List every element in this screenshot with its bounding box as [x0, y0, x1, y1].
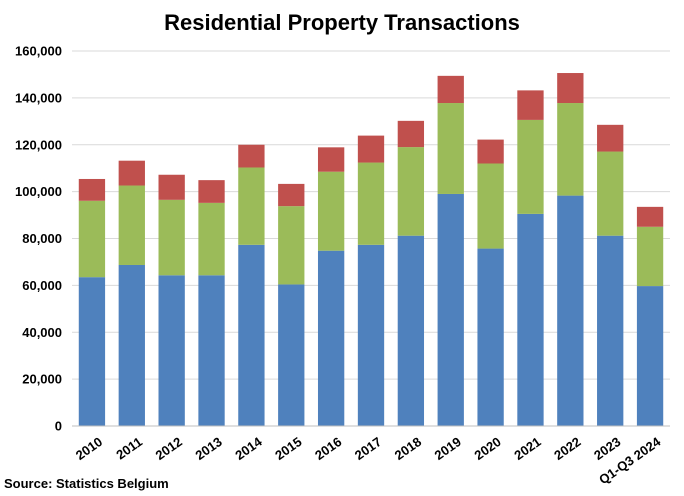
bar-segment-1 — [437, 193, 464, 426]
bar-segment-2 — [357, 162, 385, 245]
bar-segment-1 — [477, 248, 504, 426]
bar-segment-2 — [517, 119, 544, 214]
bar-segment-2 — [557, 103, 584, 196]
bar-segment-3 — [437, 75, 464, 104]
y-tick-label: 100,000 — [15, 184, 62, 199]
bar-segment-1 — [238, 244, 265, 426]
y-tick-label: 140,000 — [15, 90, 62, 105]
bar-segment-3 — [198, 180, 225, 203]
bar-segment-1 — [158, 275, 185, 426]
bar-segment-2 — [597, 151, 624, 236]
bar-stack — [357, 135, 385, 426]
y-tick-label: 80,000 — [22, 231, 62, 246]
bar-segment-3 — [636, 206, 664, 227]
bar-segment-2 — [437, 103, 464, 194]
bar-segment-2 — [278, 206, 305, 285]
bar-stack — [238, 144, 265, 426]
bar-segment-2 — [158, 199, 185, 276]
y-tick-label: 20,000 — [22, 372, 62, 387]
bar-segment-1 — [357, 244, 385, 426]
bar-segment-3 — [317, 147, 345, 172]
bar-stack — [397, 120, 425, 426]
bar-stack — [317, 147, 345, 426]
bar-stack — [597, 124, 624, 426]
y-tick-label: 120,000 — [15, 137, 62, 152]
x-tick-label: 2021 — [511, 434, 543, 463]
bar-segment-2 — [198, 202, 225, 276]
x-tick-label: 2014 — [232, 434, 265, 463]
bar-stack — [517, 90, 544, 426]
bar-segment-3 — [397, 120, 425, 148]
bar-segment-3 — [238, 144, 265, 168]
bar-stack — [158, 174, 185, 426]
x-tick-label: 2011 — [113, 434, 145, 462]
bar-stack — [118, 160, 145, 426]
bar-segment-1 — [78, 277, 106, 426]
x-tick-label: 2013 — [192, 434, 224, 463]
bar-stack — [78, 178, 106, 426]
bar-stack — [557, 73, 584, 426]
chart-title: Residential Property Transactions — [164, 10, 520, 35]
bar-stack — [636, 206, 664, 426]
bar-segment-2 — [397, 147, 425, 236]
x-tick-label: 2012 — [153, 434, 185, 463]
y-tick-label: 160,000 — [15, 44, 62, 59]
bar-segment-1 — [118, 264, 145, 426]
bar-segment-2 — [636, 226, 664, 287]
x-tick-label: 2016 — [312, 434, 344, 463]
x-tick-label: 2022 — [551, 434, 583, 463]
bar-segment-1 — [397, 235, 425, 426]
x-tick-label: 2010 — [73, 434, 105, 463]
bar-segment-3 — [357, 135, 385, 163]
y-tick-label: 0 — [55, 419, 62, 434]
y-tick-label: 40,000 — [22, 325, 62, 340]
bar-segment-1 — [198, 275, 225, 426]
bar-segment-2 — [317, 171, 345, 251]
x-tick-label: 2020 — [472, 434, 504, 463]
bar-segment-3 — [517, 90, 544, 120]
bar-segment-2 — [477, 163, 504, 249]
bar-segment-3 — [477, 139, 504, 164]
y-tick-label: 60,000 — [22, 278, 62, 293]
bar-segment-1 — [636, 286, 664, 426]
bar-segment-1 — [557, 195, 584, 426]
bar-segment-1 — [317, 250, 345, 426]
x-tick-label: 2018 — [392, 434, 424, 463]
bar-segment-3 — [158, 174, 185, 200]
bar-segment-3 — [118, 160, 145, 186]
bar-segment-2 — [118, 185, 145, 265]
bar-stack — [198, 180, 225, 426]
bar-stack — [278, 183, 305, 426]
source-note: Source: Statistics Belgium — [4, 476, 169, 491]
x-tick-label: 2019 — [432, 434, 464, 463]
y-axis-ticks: 0 20,000 40,000 60,000 80,000 100,000 120,000 1… — [15, 44, 62, 434]
bar-segment-3 — [78, 178, 106, 201]
bar-segment-3 — [278, 183, 305, 207]
bar-segment-2 — [78, 200, 106, 278]
x-tick-label: 2017 — [352, 434, 384, 463]
bar-segment-3 — [597, 124, 624, 152]
x-tick-label: 2015 — [272, 434, 304, 463]
bar-segment-1 — [517, 213, 544, 426]
bar-segment-1 — [278, 284, 305, 426]
bar-stack — [477, 139, 504, 426]
bar-segment-1 — [597, 235, 624, 426]
bar-stack — [437, 75, 464, 426]
bar-segment-2 — [238, 167, 265, 245]
bar-segment-3 — [557, 73, 584, 104]
bars — [78, 73, 664, 426]
